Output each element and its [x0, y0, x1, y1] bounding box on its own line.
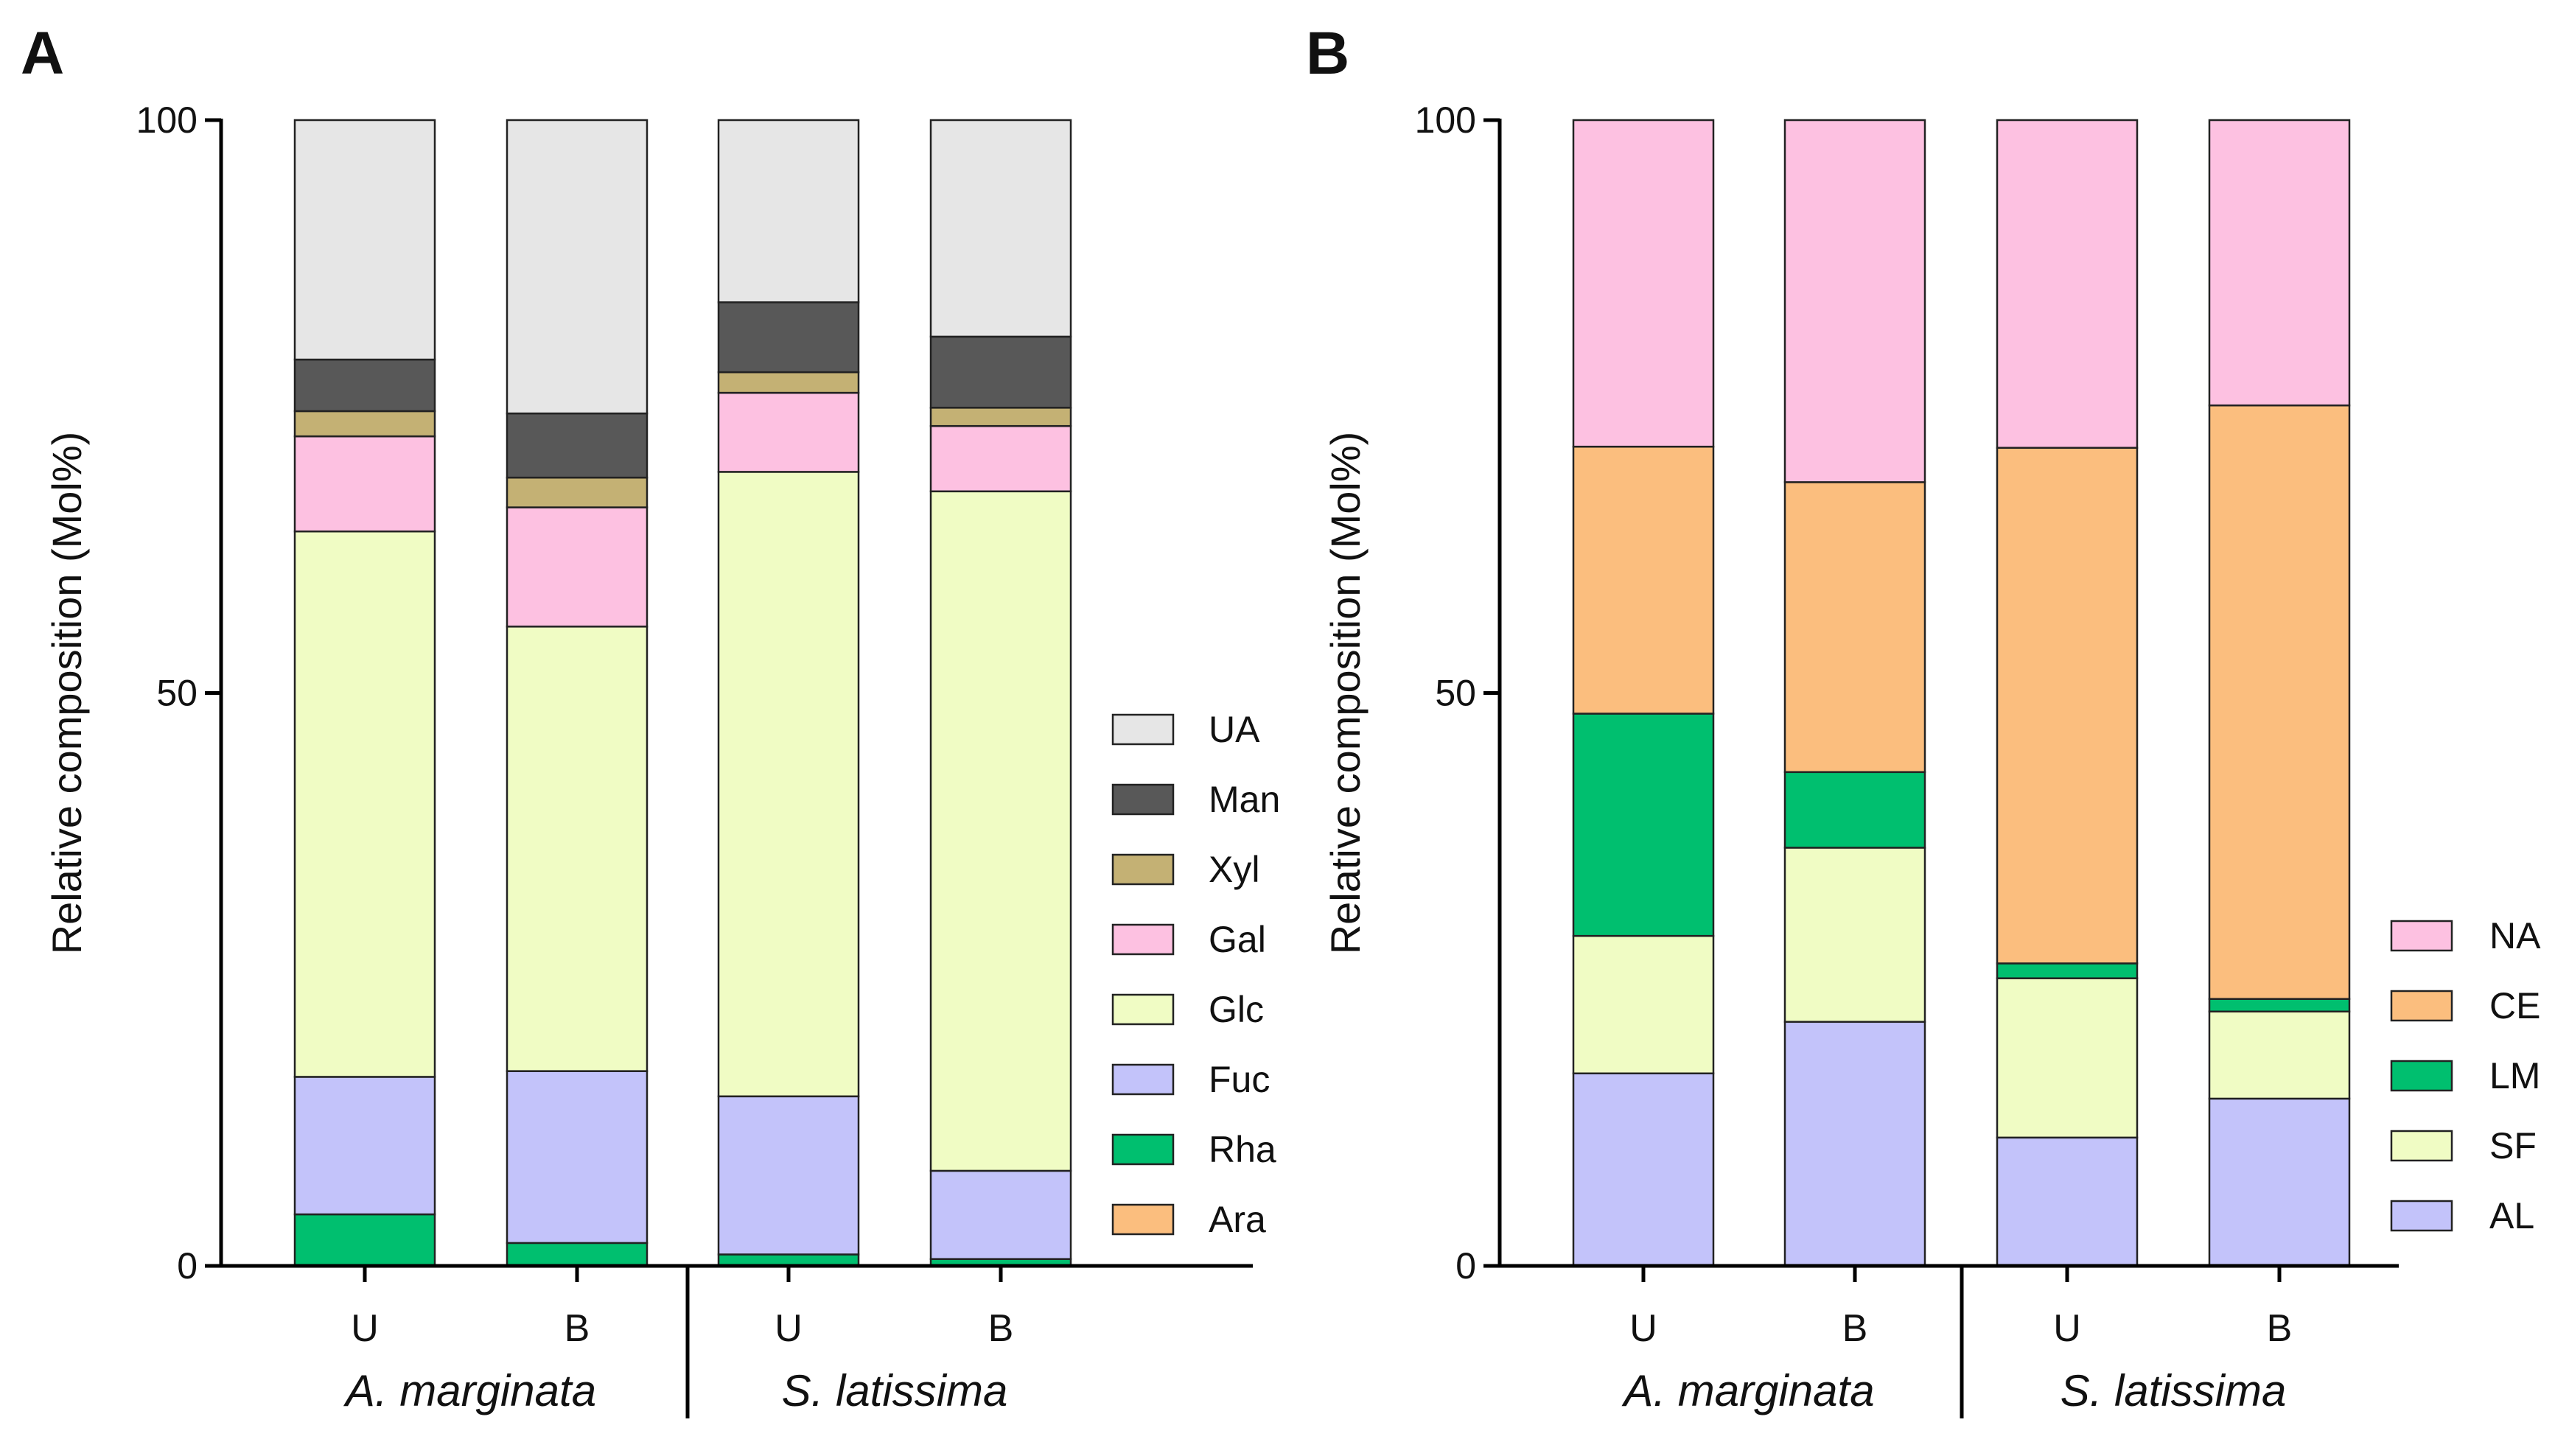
panel-a-y-tick-label-50: 50 — [156, 673, 198, 714]
panel-a-letter: A — [21, 20, 64, 87]
panel-a-bar-1-glc — [293, 530, 436, 1078]
panel-a-legend-swatch-gal — [1111, 923, 1175, 956]
panel-a-bar-3-xyl — [717, 371, 860, 394]
panel-b-legend-label-sf: SF — [2489, 1125, 2537, 1166]
panel-a-bar-2-gal — [506, 506, 649, 628]
panel-a-legend-label-xyl: Xyl — [1209, 849, 1259, 890]
panel-b-bar-1-lm — [1572, 713, 1715, 937]
panel-b-bar-1-na — [1572, 119, 1715, 448]
panel-b-legend-swatch-lm — [2390, 1060, 2453, 1092]
panel-a-bar-3-gal — [717, 391, 860, 473]
panel-a-bar-3-ua — [717, 119, 860, 304]
panel-a-bar-4-fuc — [929, 1169, 1072, 1260]
panel-b-bar-3-sf — [1996, 977, 2139, 1139]
panel-b-group-label-2: S. latissima — [2061, 1366, 2287, 1415]
panel-a-bar-2-man — [506, 412, 649, 479]
panel-b-legend-label-al: AL — [2489, 1195, 2534, 1236]
panel-a-chart: A 0 50 100 U B U B A. marginata S. latissima Relat… — [21, 20, 1280, 1418]
panel-a-category-label-1: U — [351, 1307, 379, 1350]
panel-b-bar-2-ce — [1783, 481, 1926, 774]
panel-a-legend-label-ua: UA — [1209, 709, 1260, 750]
panel-a-bar-4-gal — [929, 424, 1072, 493]
panel-b-y-tick-label-100: 100 — [1415, 99, 1476, 141]
panel-a-legend-swatch-fuc — [1111, 1063, 1175, 1096]
panel-a-bar-1-ua — [293, 119, 436, 361]
panel-a-bar-3-glc — [717, 471, 860, 1098]
panel-b-bar-4-ce — [2208, 404, 2351, 1000]
panel-a-bar-2-glc — [506, 626, 649, 1072]
panel-a-bar-1-gal — [293, 435, 436, 533]
panel-a-legend-swatch-ara — [1111, 1203, 1175, 1236]
panel-b-bar-1-sf — [1572, 934, 1715, 1075]
panel-b-legend-swatch-ce — [2390, 990, 2453, 1022]
panel-a-legend-swatch-man — [1111, 783, 1175, 816]
panel-a-y-axis-title: Relative composition (Mol%) — [43, 432, 90, 955]
panel-a-legend-label-man: Man — [1209, 779, 1280, 820]
panel-b-bar-3-na — [1996, 119, 2139, 449]
panel-a-bar-4-man — [929, 335, 1072, 409]
panel-a-bar-2-rha — [506, 1242, 649, 1267]
panel-a-bar-2-fuc — [506, 1070, 649, 1245]
panel-a-group-label-2: S. latissima — [782, 1366, 1008, 1415]
panel-a-legend-swatch-ua — [1111, 713, 1175, 746]
panel-b-legend-swatch-sf — [2390, 1130, 2453, 1162]
panel-a-group-label-1: A. marginata — [343, 1366, 596, 1415]
panel-b-bar-4-sf — [2208, 1010, 2351, 1100]
panel-b-bar-3-al — [1996, 1136, 2139, 1267]
panel-a-bar-1-man — [293, 358, 436, 413]
panel-a-category-label-2: B — [565, 1307, 590, 1350]
panel-b-bar-4-na — [2208, 119, 2351, 407]
panel-a-legend-label-fuc: Fuc — [1209, 1059, 1270, 1100]
panel-a-legend-label-glc: Glc — [1209, 989, 1264, 1030]
panel-b-legend-label-lm: LM — [2489, 1055, 2540, 1096]
panel-a-legend-label-rha: Rha — [1209, 1129, 1276, 1170]
panel-b-legend-swatch-al — [2390, 1200, 2453, 1232]
panel-b-bar-2-lm — [1783, 771, 1926, 849]
panel-b-category-label-3: U — [2053, 1307, 2081, 1350]
panel-b-legend-swatch-na — [2390, 920, 2453, 952]
panel-b-legend-label-ce: CE — [2489, 985, 2540, 1026]
panel-b-y-tick-label-0: 0 — [1455, 1245, 1476, 1287]
panel-b-y-tick-label-50: 50 — [1435, 673, 1476, 714]
panel-a-bar-1-fuc — [293, 1076, 436, 1216]
panel-a-category-label-3: U — [775, 1307, 803, 1350]
panel-a-legend-label-gal: Gal — [1209, 919, 1266, 960]
panel-a-bar-3-man — [717, 301, 860, 374]
panel-b-letter: B — [1306, 20, 1349, 87]
panel-a-bar-1-xyl — [293, 410, 436, 438]
panel-b-bar-2-na — [1783, 119, 1926, 483]
panel-b-bar-4-lm — [2208, 998, 2351, 1013]
panel-b-category-label-2: B — [1842, 1307, 1868, 1350]
panel-b-category-label-4: B — [2267, 1307, 2293, 1350]
panel-b-legend-label-na: NA — [2489, 915, 2541, 956]
panel-a-legend-swatch-xyl — [1111, 853, 1175, 886]
panel-a-y-tick-label-0: 0 — [177, 1245, 198, 1287]
panel-b-bar-3-lm — [1996, 962, 2139, 979]
panel-a-bar-4-xyl — [929, 407, 1072, 427]
panel-a-bar-2-xyl — [506, 476, 649, 508]
panel-b-category-label-1: U — [1629, 1307, 1657, 1350]
panel-b-chart: B 0 50 100 U B U B A. marginata S. latissima Relat… — [1306, 20, 2541, 1418]
panel-b-bar-4-al — [2208, 1097, 2351, 1267]
panel-a-bar-4-glc — [929, 490, 1072, 1172]
panel-a-bar-3-fuc — [717, 1095, 860, 1256]
panel-a-bar-2-ua — [506, 119, 649, 415]
panel-a-y-tick-label-100: 100 — [136, 99, 198, 141]
panel-b-group-label-1: A. marginata — [1621, 1366, 1874, 1415]
panel-a-legend-swatch-rha — [1111, 1133, 1175, 1166]
panel-a-bar-1-rha — [293, 1213, 436, 1267]
panel-b-bar-1-al — [1572, 1072, 1715, 1267]
panel-b-bar-2-sf — [1783, 847, 1926, 1023]
panel-a-bar-4-ua — [929, 119, 1072, 338]
panel-a-legend-swatch-glc — [1111, 993, 1175, 1026]
panel-b-bar-1-ce — [1572, 445, 1715, 715]
panel-b-bar-2-al — [1783, 1021, 1926, 1267]
panel-a-category-label-4: B — [988, 1307, 1014, 1350]
panel-a-legend-label-ara: Ara — [1209, 1199, 1266, 1240]
panel-b-y-axis-title: Relative composition (Mol%) — [1322, 432, 1369, 955]
panel-b-bar-3-ce — [1996, 447, 2139, 965]
